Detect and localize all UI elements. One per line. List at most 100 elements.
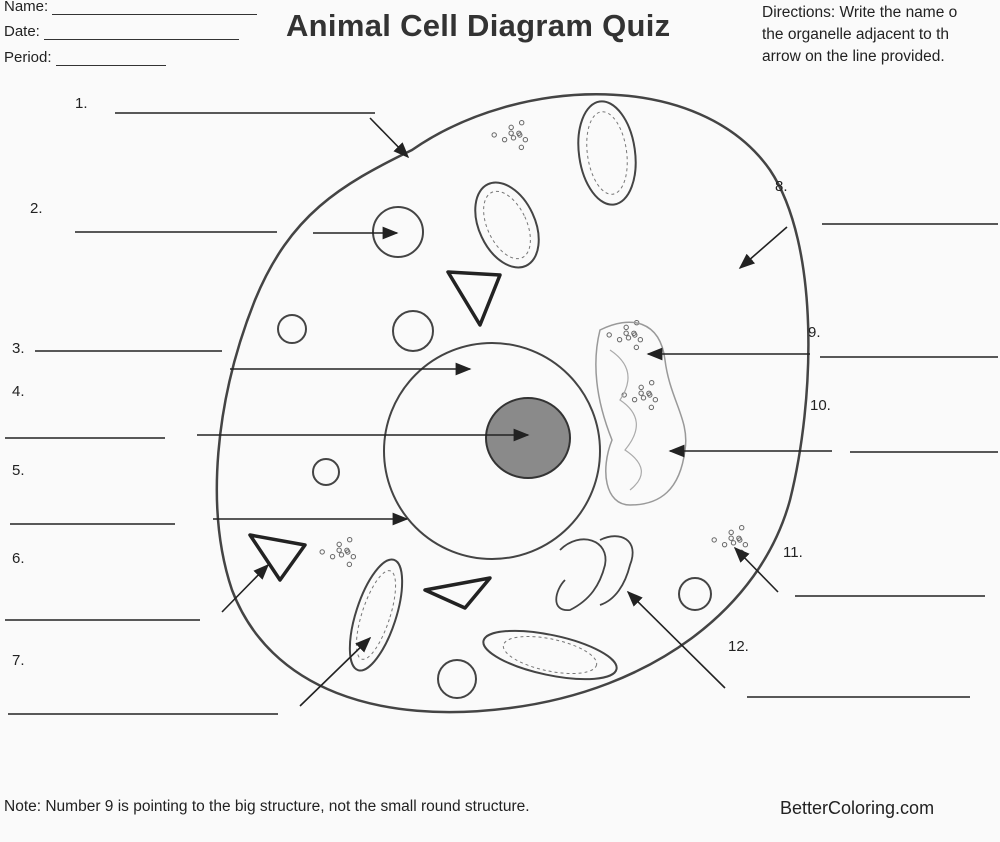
ribosome [518, 119, 525, 126]
ribosome [623, 324, 629, 331]
arrow-6 [221, 563, 270, 613]
ribosome [623, 330, 629, 336]
name-label: Name: [4, 0, 49, 15]
ribosome [640, 395, 647, 401]
ribosome [508, 130, 514, 136]
period-line[interactable] [55, 53, 166, 66]
lysosome [248, 533, 307, 582]
label-number-9: 9. [808, 324, 821, 341]
ribosome [518, 144, 525, 151]
directions-line: the organelle adjacent to th [762, 26, 949, 43]
ribosome [510, 135, 517, 141]
mitochondrion-cristae [355, 570, 397, 660]
ribosome [648, 379, 655, 386]
label-number-1: 1. [75, 95, 88, 112]
nucleolus [485, 397, 571, 479]
mitochondrion [348, 558, 404, 672]
ribosome [336, 547, 342, 553]
ribosome [508, 124, 514, 131]
ribosome [721, 541, 728, 548]
vesicle [678, 577, 712, 611]
vesicle [392, 310, 434, 352]
lysosome [446, 270, 502, 327]
ribosome [350, 554, 357, 560]
ribosome [646, 390, 652, 396]
ribosome [648, 404, 655, 411]
cell-membrane [215, 93, 810, 714]
ribosome [638, 384, 644, 391]
date-line[interactable] [44, 27, 240, 40]
arrow-11 [733, 546, 779, 593]
ribosome [491, 132, 497, 138]
arrow-1 [369, 117, 410, 159]
vesicle [437, 659, 477, 699]
note: Note: Number 9 is pointing to the big st… [4, 798, 530, 815]
ribosome [336, 541, 342, 548]
mitochondrion [474, 181, 540, 269]
label-number-8: 8. [775, 178, 788, 195]
vesicle [372, 206, 424, 258]
date-label: Date: [4, 23, 40, 40]
ribosome [711, 537, 717, 543]
ribosome [344, 547, 350, 553]
ribosome [638, 390, 644, 396]
label-number-3: 3. [12, 340, 25, 357]
ribosome [606, 332, 612, 338]
mitochondrion [577, 100, 637, 206]
label-number-6: 6. [12, 550, 25, 567]
label-number-4: 4. [12, 383, 25, 400]
label-number-2: 2. [30, 200, 43, 217]
watermark: BetterColoring.com [780, 798, 935, 818]
ribosome [338, 552, 345, 558]
directions-line: arrow on the line provided. [762, 48, 945, 65]
ribosome [742, 542, 749, 548]
ribosome [631, 396, 638, 403]
ribosome [730, 540, 737, 546]
golgi-apparatus [599, 535, 634, 606]
ribosome [652, 397, 659, 403]
endoplasmic-reticulum [595, 321, 687, 506]
mitochondrion [482, 629, 618, 681]
vesicle [277, 314, 307, 344]
ribosome [346, 561, 353, 568]
ribosome [329, 553, 336, 560]
ribosome [625, 335, 632, 341]
label-number-5: 5. [12, 462, 25, 479]
ribosome [516, 130, 522, 136]
ribosome [637, 337, 644, 343]
ribosome [728, 529, 734, 536]
ribosome [346, 536, 353, 543]
vesicle [312, 458, 340, 486]
label-number-10: 10. [810, 397, 831, 414]
mitochondrion-cristae [502, 635, 598, 675]
arrow-8 [738, 226, 788, 270]
ribosome [616, 336, 623, 343]
ribosome [633, 344, 640, 351]
ribosome [501, 136, 508, 143]
ribosome [738, 524, 745, 531]
mitochondrion-cristae [483, 190, 531, 260]
golgi-apparatus [555, 538, 607, 611]
period-label: Period: [4, 49, 52, 66]
ribosome [736, 535, 742, 541]
name-field[interactable]: Name: [4, 0, 258, 15]
arrow-12 [626, 590, 726, 689]
directions: Directions: Write the name o the organel… [762, 2, 1000, 68]
nucleus [383, 342, 601, 560]
ribosome [319, 549, 325, 555]
label-number-11: 11. [783, 544, 803, 561]
ribosome [522, 137, 529, 143]
ribosome [728, 535, 734, 541]
period-field[interactable]: Period: [4, 49, 166, 66]
lysosome [423, 576, 492, 610]
label-number-7: 7. [12, 652, 25, 669]
ribosome [631, 330, 637, 336]
er-folds [609, 349, 642, 491]
arrow-7 [299, 636, 372, 707]
name-line[interactable] [52, 2, 258, 15]
date-field[interactable]: Date: [4, 23, 240, 40]
directions-line: Directions: Write the name o [762, 4, 958, 21]
label-number-12: 12. [728, 638, 749, 655]
page-title: Animal Cell Diagram Quiz [286, 8, 671, 43]
